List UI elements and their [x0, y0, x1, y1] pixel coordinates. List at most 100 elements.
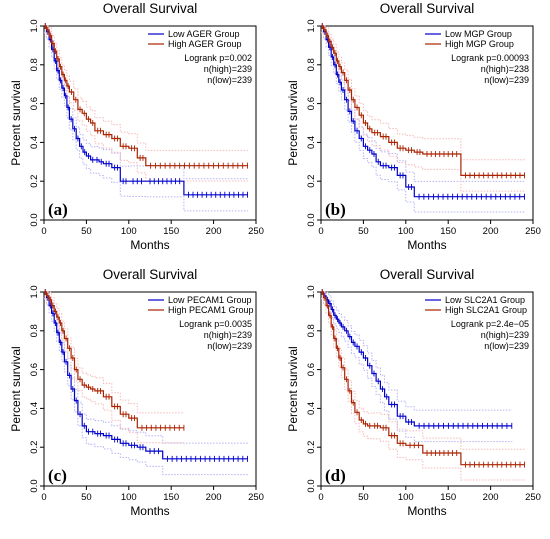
x-tick-label: 100: [398, 492, 414, 503]
y-tick-label: 0.4: [306, 402, 317, 415]
legend-entry: Low PECAM1 Group: [168, 295, 252, 305]
x-tick-label: 250: [248, 226, 264, 237]
confidence-band-lower: [44, 298, 248, 476]
panel-tag: (b): [325, 200, 346, 219]
y-tick-label: 0.4: [29, 136, 40, 149]
plot-frame: [43, 291, 257, 487]
x-tick-label: 250: [525, 492, 541, 503]
y-tick-label: 0.2: [306, 441, 317, 454]
stats-line: n(low)=239: [484, 75, 529, 85]
x-tick-label: 100: [121, 226, 137, 237]
legend-entry: High PECAM1 Group: [168, 305, 254, 315]
y-tick-label: 0.4: [29, 402, 40, 415]
confidence-band-upper: [321, 291, 525, 450]
x-tick-label: 50: [358, 492, 369, 503]
survival-curve-low: [44, 25, 248, 196]
confidence-band-lower: [44, 32, 248, 212]
y-tick-label: 1.0: [29, 19, 40, 32]
confidence-band-upper: [44, 291, 248, 444]
x-tick-label: 0: [41, 226, 46, 237]
x-tick-label: 200: [206, 492, 222, 503]
panel-tag: (c): [48, 466, 67, 485]
x-tick-label: 0: [41, 492, 46, 503]
stats-line: Logrank p=2.4e−05: [451, 319, 529, 329]
y-tick-label: 0.8: [29, 58, 40, 71]
panel-a: Overall Survival 0.0 0.2 0.4 0.6 0.8 1.0 0 50 100…: [9, 1, 264, 252]
y-tick-label: 0.8: [29, 324, 40, 337]
x-axis-label: Months: [407, 238, 446, 252]
stats-line: Logrank p=0.0035: [179, 319, 252, 329]
panel-tag: (a): [48, 200, 68, 219]
y-tick-label: 1.0: [306, 19, 317, 32]
y-tick-label: 0.6: [306, 97, 317, 110]
panel-c: Overall Survival 0.0 0.2 0.4 0.6 0.8 1.0 0 50 100…: [9, 267, 264, 518]
panel-title: Overall Survival: [103, 267, 198, 282]
legend-entry: High SLC2A1 Group: [445, 305, 527, 315]
y-tick-label: 0.8: [306, 324, 317, 337]
y-tick-label: 0.0: [29, 479, 40, 492]
y-tick-label: 0.4: [306, 136, 317, 149]
panel-d: Overall Survival 0.0 0.2 0.4 0.6 0.8 1.0 0 50 100…: [286, 267, 541, 518]
y-tick-label: 0.2: [29, 175, 40, 188]
panel-title: Overall Survival: [380, 267, 475, 282]
y-tick-label: 0.6: [306, 363, 317, 376]
y-tick-label: 0.0: [306, 213, 317, 226]
stats-line: n(high)=239: [204, 64, 252, 74]
stats-line: n(low)=239: [207, 75, 252, 85]
survival-curve-high: [321, 291, 525, 466]
panel-title: Overall Survival: [380, 1, 475, 16]
confidence-band-upper: [321, 291, 513, 411]
y-tick-label: 0.0: [29, 213, 40, 226]
survival-curve-high: [44, 291, 184, 429]
x-tick-label: 50: [358, 226, 369, 237]
y-tick-label: 0.2: [306, 175, 317, 188]
y-axis-label: Percent survival: [9, 346, 23, 431]
legend-entry: Low AGER Group: [168, 29, 240, 39]
plot-frame: [43, 25, 257, 221]
x-tick-label: 200: [206, 226, 222, 237]
stats-line: n(low)=239: [207, 341, 252, 351]
x-tick-label: 200: [483, 226, 499, 237]
x-tick-label: 250: [525, 226, 541, 237]
legend-entry: High MGP Group: [445, 39, 514, 49]
x-axis-label: Months: [130, 238, 169, 252]
x-tick-label: 50: [81, 492, 92, 503]
stats-line: n(high)=238: [481, 64, 529, 74]
y-tick-label: 1.0: [29, 285, 40, 298]
confidence-band-upper: [44, 25, 248, 151]
stats-line: n(low)=239: [484, 341, 529, 351]
plot-frame: [320, 25, 534, 221]
y-axis-label: Percent survival: [286, 346, 300, 431]
y-tick-label: 0.2: [29, 441, 40, 454]
x-axis-label: Months: [407, 504, 446, 518]
y-tick-label: 0.8: [306, 58, 317, 71]
stats-line: Logrank p=0.00093: [451, 53, 529, 63]
x-tick-label: 100: [398, 226, 414, 237]
y-axis-label: Percent survival: [286, 80, 300, 165]
panel-title: Overall Survival: [103, 1, 198, 16]
stats-line: Logrank p=0.002: [184, 53, 252, 63]
survival-curve-low: [321, 25, 525, 198]
x-tick-label: 0: [318, 226, 323, 237]
confidence-band-lower: [321, 32, 525, 213]
x-tick-label: 50: [81, 226, 92, 237]
y-tick-label: 1.0: [306, 285, 317, 298]
stats-line: n(high)=239: [204, 330, 252, 340]
y-axis-label: Percent survival: [9, 80, 23, 165]
y-tick-label: 0.0: [306, 479, 317, 492]
x-tick-label: 100: [121, 492, 137, 503]
x-tick-label: 200: [483, 492, 499, 503]
legend-entry: Low SLC2A1 Group: [445, 295, 525, 305]
y-tick-label: 0.6: [29, 97, 40, 110]
confidence-band-lower: [321, 298, 525, 481]
x-tick-label: 150: [163, 492, 179, 503]
x-tick-label: 150: [163, 226, 179, 237]
survival-curve-low: [321, 291, 512, 427]
x-tick-label: 250: [248, 492, 264, 503]
survival-curve-low: [44, 291, 248, 460]
survival-curve-high: [321, 25, 525, 176]
x-axis-label: Months: [130, 504, 169, 518]
y-tick-label: 0.6: [29, 363, 40, 376]
